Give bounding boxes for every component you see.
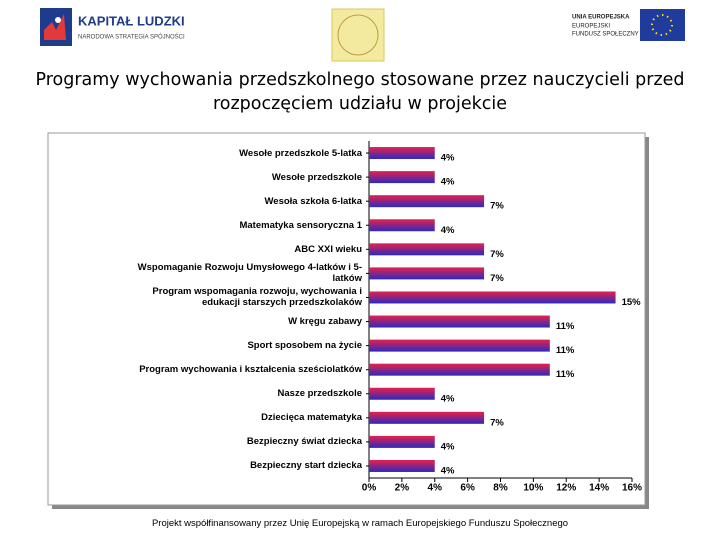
x-tick-label: 4% (428, 483, 443, 494)
bar (369, 267, 485, 280)
category-label: Wesołe przedszkole 5-latka (239, 147, 362, 159)
value-label: 7% (490, 273, 504, 284)
x-tick-label: 14% (589, 483, 609, 494)
bar (369, 339, 550, 352)
bar (369, 315, 550, 328)
value-label: 11% (556, 369, 575, 380)
eu-line: EUROPEJSKI (572, 24, 610, 30)
value-label: 11% (556, 345, 575, 356)
bar (369, 387, 435, 400)
x-tick-label: 2% (395, 483, 410, 494)
category-label: Bezpieczny świat dziecka (246, 436, 362, 448)
logo-kapital-ludzki: KAPITAŁ LUDZKI NARODOWA STRATEGIA SPÓJNO… (40, 8, 185, 46)
value-label: 4% (441, 465, 455, 476)
category-label: Wspomaganie Rozwoju Umysłowego 4-latków … (137, 262, 362, 285)
x-tick-label: 0% (362, 483, 377, 494)
logo-subtitle: NARODOWA STRATEGIA SPÓJNOŚCI (78, 33, 185, 41)
bar (369, 411, 485, 424)
logo-title: KAPITAŁ LUDZKI (78, 13, 185, 28)
x-tick-label: 12% (556, 483, 576, 494)
category-label: Dziecięca matematyka (261, 412, 362, 424)
category-label: Sport sposobem na życie (247, 340, 362, 352)
bar (369, 291, 616, 304)
category-label: Program wspomagania rozwoju, wychowania … (152, 286, 362, 309)
category-label: Nasze przedszkole (277, 388, 362, 400)
x-tick-label: 16% (622, 483, 642, 494)
value-label: 7% (490, 249, 504, 260)
bar (369, 219, 435, 232)
value-label: 4% (441, 393, 455, 404)
value-label: 4% (441, 153, 455, 164)
category-label: Bezpieczny start dziecka (250, 460, 362, 472)
value-label: 4% (441, 177, 455, 188)
bar (369, 147, 435, 160)
x-tick-label: 8% (493, 483, 508, 494)
category-label: Wesoła szkoła 6-latka (264, 195, 362, 207)
value-label: 4% (441, 441, 455, 452)
chart-title: Programy wychowania przedszkolnego stoso… (35, 70, 685, 114)
bar (369, 243, 485, 256)
eu-line: UNIA EUROPEJSKA (572, 15, 630, 21)
category-label: Program wychowania i kształcenia sześcio… (139, 364, 362, 376)
x-tick-label: 10% (523, 483, 543, 494)
value-label: 4% (441, 225, 455, 236)
bar (369, 363, 550, 376)
logo-eu: UNIA EUROPEJSKA EUROPEJSKI FUNDUSZ SPOŁE… (572, 9, 685, 41)
eu-line: FUNDUSZ SPOŁECZNY (572, 32, 639, 38)
bar (369, 459, 435, 472)
bar (369, 195, 485, 208)
bar (369, 435, 435, 448)
value-label: 11% (556, 321, 575, 332)
logo-middle (331, 8, 385, 62)
x-tick-label: 6% (460, 483, 475, 494)
category-label: Wesołe przedszkole (271, 171, 362, 183)
category-label: ABC XXI wieku (294, 243, 362, 255)
footer: Projekt współfinansowany przez Unię Euro… (151, 518, 569, 529)
value-label: 7% (490, 201, 504, 212)
category-label: W kręgu zabawy (288, 316, 362, 328)
category-label: Matematyka sensoryczna 1 (239, 219, 362, 231)
bar (369, 171, 435, 184)
value-label: 15% (622, 297, 642, 308)
value-label: 7% (490, 417, 504, 428)
